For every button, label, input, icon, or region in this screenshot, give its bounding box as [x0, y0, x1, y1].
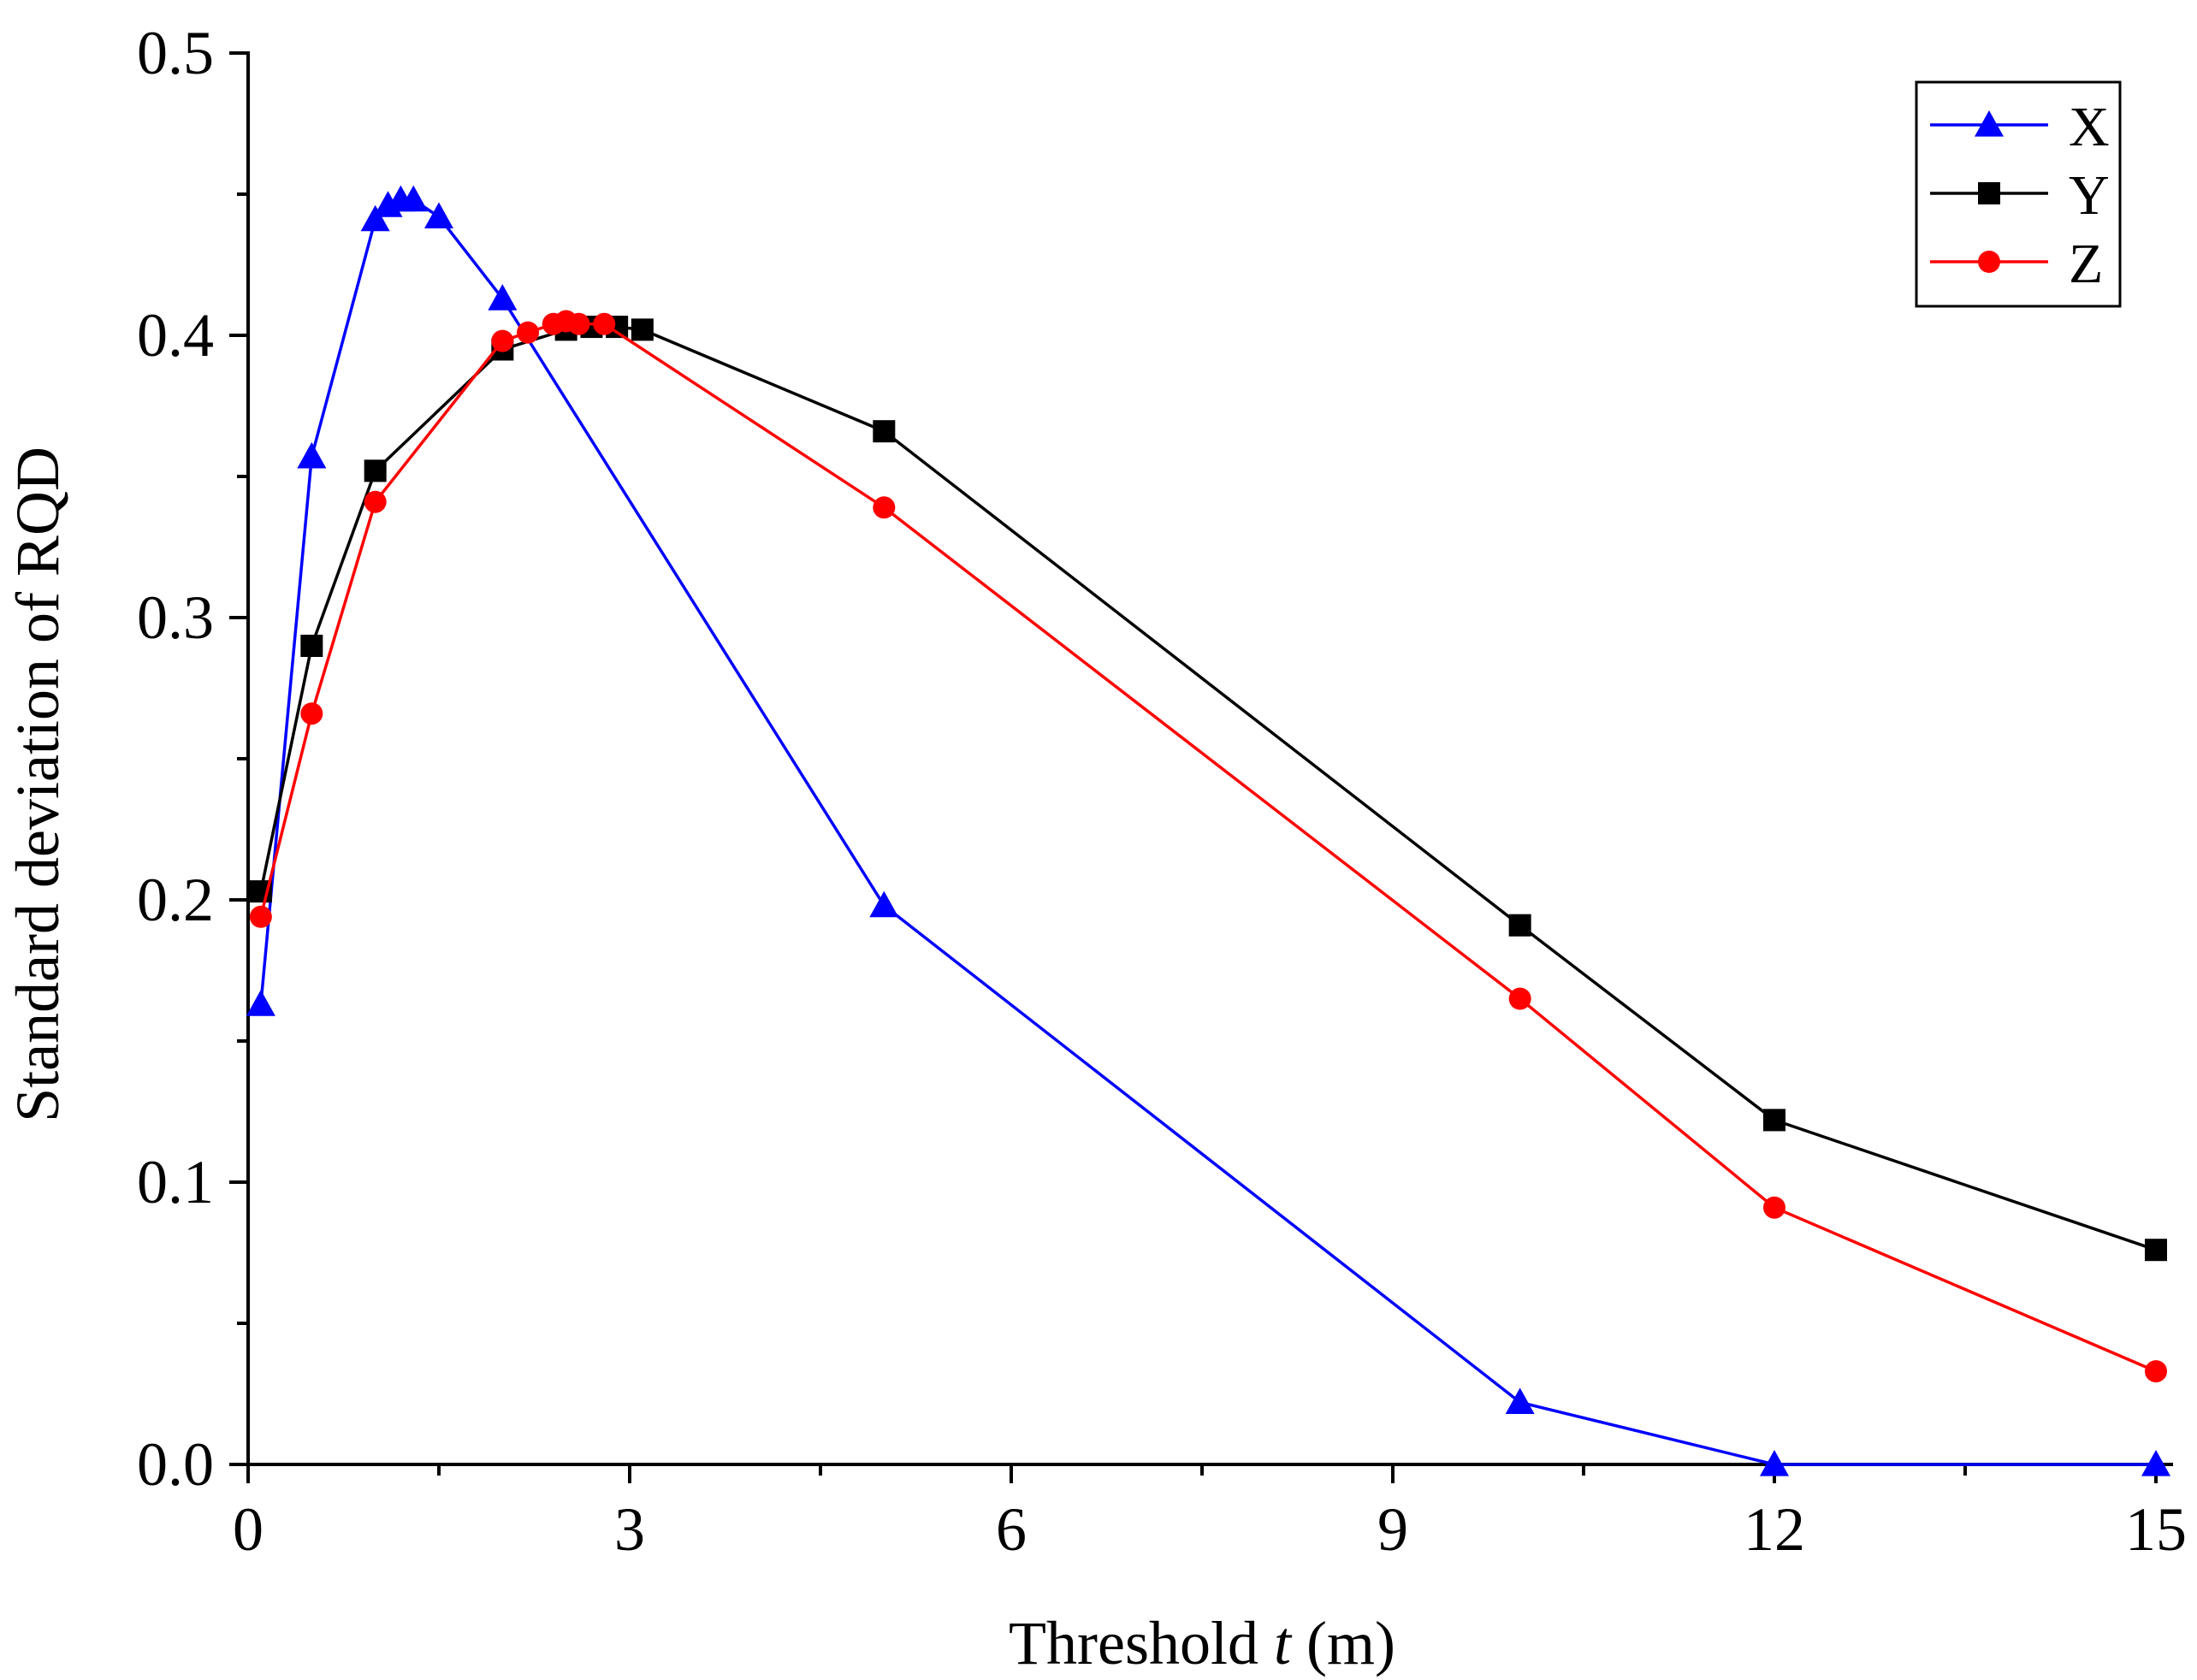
x-tick-label: 9	[1377, 1495, 1408, 1564]
y-axis-title: Standard deviation of RQD	[3, 447, 72, 1122]
data-point-z	[300, 702, 323, 725]
data-point-z	[1763, 1196, 1785, 1219]
data-point-x	[424, 202, 453, 228]
y-tick-label: 0.0	[137, 1430, 214, 1499]
legend-label: Z	[2069, 233, 2103, 295]
data-point-z	[2145, 1360, 2167, 1383]
x-tick-label: 0	[233, 1495, 264, 1564]
legend-item-y: Y	[1930, 164, 2110, 227]
data-point-z	[517, 321, 540, 344]
series-line-z	[259, 319, 2157, 1373]
data-point-y	[873, 420, 896, 443]
data-point-y	[364, 459, 387, 482]
data-point-z	[593, 312, 616, 335]
y-tick-label: 0.2	[137, 866, 214, 934]
data-point-z	[873, 496, 896, 519]
x-tick-label: 15	[2125, 1495, 2187, 1564]
y-tick-label: 0.4	[137, 301, 214, 370]
legend: XYZ	[1915, 80, 2122, 308]
data-point-x	[399, 185, 429, 212]
ticks: 0 3 6 9 12 15 0.0 0.1 0.2 0.3 0.4 0.5	[137, 19, 2187, 1564]
x-axis-title: Threshold t (m)	[1009, 1609, 1395, 1677]
legend-item-z: Z	[1930, 233, 2103, 295]
data-point-x	[1505, 1387, 1535, 1414]
data-point-y	[1508, 914, 1531, 937]
data-point-x	[869, 890, 899, 918]
series-z	[249, 310, 2167, 1383]
data-point-x	[297, 441, 327, 469]
series-line-x	[259, 198, 2156, 1466]
data-point-z	[567, 312, 590, 335]
y-tick-label: 0.5	[137, 19, 214, 87]
data-point-z	[1508, 987, 1531, 1010]
legend-marker-x	[1975, 110, 2004, 137]
data-point-z	[364, 490, 387, 513]
legend-marker-z	[1978, 251, 2000, 273]
legend-item-x: X	[1930, 96, 2110, 158]
series	[246, 185, 2170, 1476]
series-y	[249, 316, 2167, 1262]
data-point-y	[2145, 1239, 2167, 1262]
series-x	[246, 185, 2170, 1476]
y-tick-label: 0.1	[137, 1148, 214, 1216]
data-point-x	[488, 284, 518, 311]
data-point-y	[1763, 1109, 1785, 1132]
data-point-y	[631, 318, 654, 341]
data-point-z	[249, 905, 272, 928]
data-point-x	[2141, 1450, 2170, 1476]
legend-marker-y	[1978, 182, 2000, 204]
legend-label: Y	[2069, 164, 2110, 227]
data-point-x	[360, 204, 390, 232]
y-tick-label: 0.3	[137, 583, 214, 652]
data-point-x	[246, 990, 275, 1016]
data-point-z	[491, 329, 514, 352]
data-point-y	[300, 635, 323, 657]
data-point-x	[1760, 1450, 1789, 1476]
x-tick-label: 12	[1744, 1495, 1805, 1564]
series-line-y	[259, 325, 2157, 1251]
legend-label: X	[2069, 96, 2110, 158]
x-tick-label: 3	[614, 1495, 645, 1564]
x-tick-label: 6	[996, 1495, 1027, 1564]
